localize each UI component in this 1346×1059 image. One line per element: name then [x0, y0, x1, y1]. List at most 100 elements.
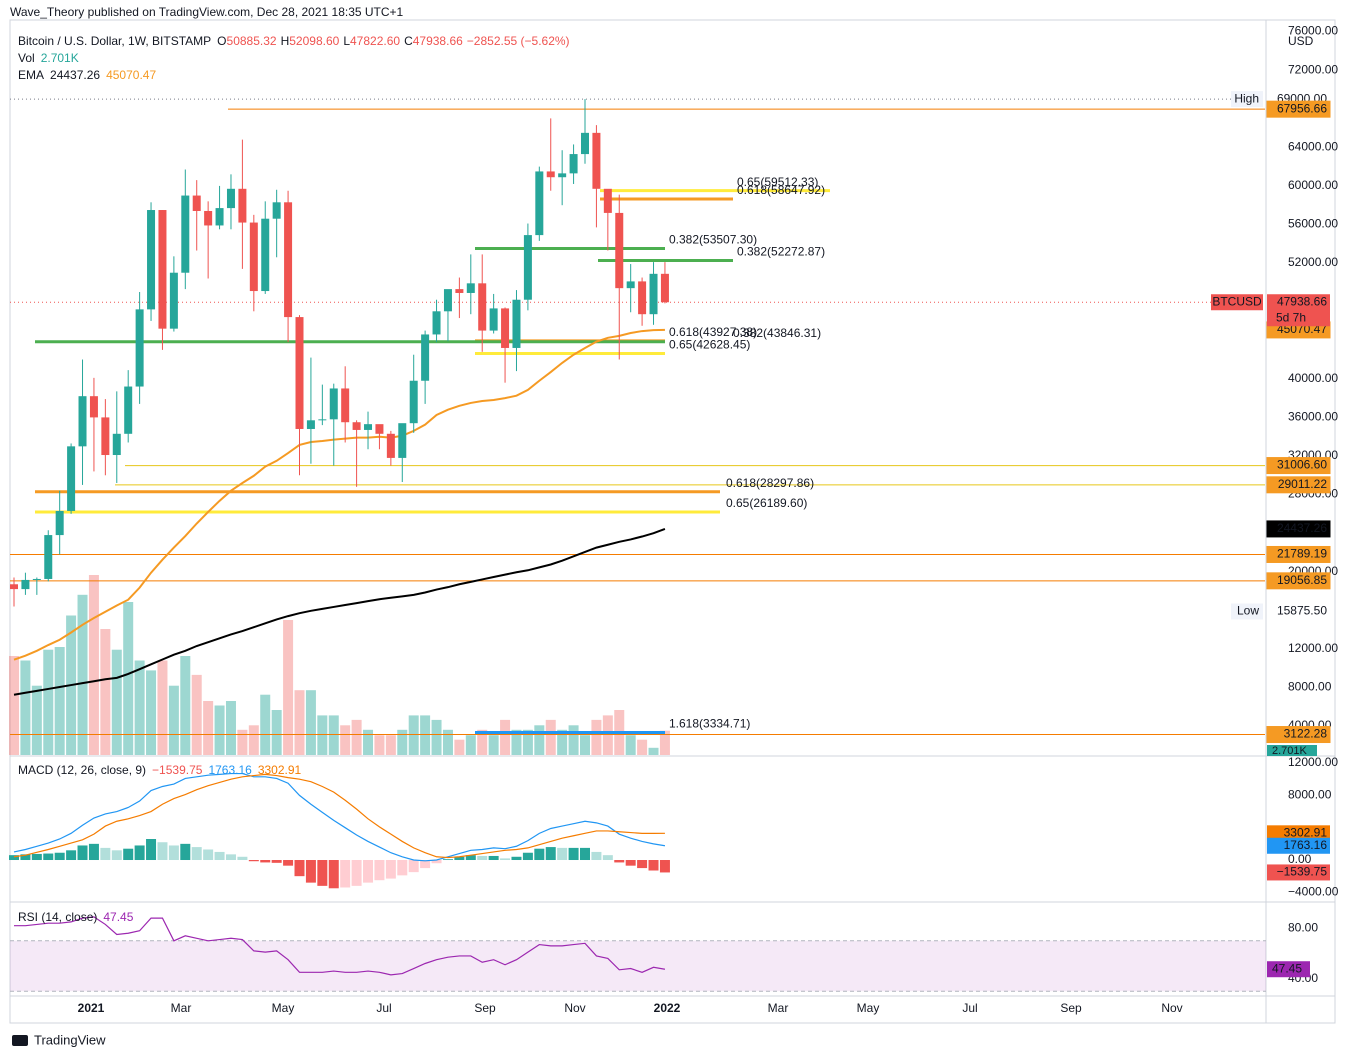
volume-bar — [420, 715, 431, 755]
candle-body — [386, 433, 395, 458]
y-tick-label: 72000.00 — [1288, 62, 1338, 76]
macd-hist-bar — [363, 860, 374, 883]
macd-hist-bar — [237, 856, 248, 861]
macd-tag: 3302.91 — [1284, 825, 1328, 839]
candle-body — [409, 380, 418, 424]
level-label: 0.65(59512.33) — [737, 175, 818, 189]
macd-hist-bar — [408, 860, 419, 873]
macd-tag-bg — [1267, 837, 1330, 854]
volume-bar — [214, 705, 225, 755]
legend-value: 45070.47 — [106, 68, 156, 82]
level-tag: 15875.50 — [1277, 604, 1327, 618]
macd-hist-bar — [477, 855, 488, 861]
macd-hist-bar — [420, 860, 431, 869]
volume-bar — [203, 701, 214, 755]
volume-bar — [385, 735, 396, 755]
level-tag-bg — [1266, 476, 1331, 494]
macd-hist-bar — [180, 843, 191, 861]
footer: TradingView — [34, 1032, 106, 1047]
ema-tag-bg — [1266, 520, 1331, 538]
y-tick-label: 12000.00 — [1288, 641, 1338, 655]
macd-hist-bar — [580, 847, 590, 861]
candle-body — [272, 202, 281, 219]
y-tick-label: 60000.00 — [1288, 178, 1338, 192]
level-label: 0.65(42628.45) — [669, 338, 750, 352]
volume-bar — [283, 620, 294, 755]
candle-body — [535, 171, 544, 236]
legend-value: 24437.26 — [50, 68, 100, 82]
x-tick-label: Sep — [1060, 1001, 1082, 1015]
volume-bar — [146, 670, 157, 755]
macd-hist-bar — [88, 843, 99, 861]
legend: Bitcoin / U.S. Dollar, 1W, BITSTAMP O5088… — [18, 34, 570, 48]
macd-hist-bar — [465, 855, 476, 861]
candle-body — [101, 417, 110, 456]
candle-body — [135, 309, 144, 387]
candle-body — [112, 433, 121, 456]
volume-bar — [534, 725, 545, 755]
macd-hist-bar — [442, 859, 453, 861]
x-tick-label: Jul — [376, 1001, 391, 1015]
level-tag-bg — [1266, 100, 1331, 118]
macd-hist-bar — [534, 848, 545, 861]
x-tick-label: Mar — [171, 1001, 192, 1015]
macd-hist-bar — [191, 847, 202, 861]
volume-bar — [225, 701, 236, 755]
candle-body — [432, 311, 441, 335]
legend-name: MACD (12, 26, close, 9) — [18, 763, 146, 777]
volume-bar — [43, 649, 54, 755]
y-tick-label: 36000.00 — [1288, 410, 1338, 424]
volume-bar — [237, 729, 248, 755]
level-tag-bg — [1266, 726, 1331, 744]
volume-bar — [545, 719, 556, 755]
candle-body — [44, 535, 53, 579]
legend-value: 47822.60 — [350, 34, 400, 48]
macd-tick-label: 8000.00 — [1288, 788, 1332, 802]
candle-body — [192, 195, 201, 211]
macd-hist-bar — [385, 860, 396, 879]
volume-bar — [511, 729, 522, 755]
macd-tag-bg — [1267, 825, 1330, 842]
volume-bar — [111, 649, 122, 755]
volume-bar — [580, 735, 590, 755]
macd-hist-bar — [20, 854, 31, 861]
volume-bar — [568, 725, 579, 755]
macd-tick-label: 12000.00 — [1288, 755, 1338, 769]
level-tag-bg — [1266, 572, 1331, 590]
candle-body — [67, 446, 76, 511]
volume-bar — [31, 685, 42, 755]
legend-key: C — [404, 34, 413, 48]
candle-body — [455, 289, 464, 293]
volume-bar — [522, 729, 533, 755]
candle-body — [341, 388, 350, 423]
candle-body — [523, 235, 532, 300]
frame — [9, 19, 1336, 1024]
macd-hist-bar — [374, 860, 385, 881]
legend-value: 50885.32 — [227, 34, 277, 48]
volume-bar — [488, 735, 499, 755]
y-tick-label: 8000.00 — [1288, 680, 1332, 694]
volume-bar — [54, 647, 65, 755]
volume-bar — [500, 719, 511, 755]
macd-tag: 1763.16 — [1284, 838, 1328, 852]
candle-body — [364, 424, 373, 430]
candle-body — [306, 420, 315, 429]
ema-line — [13, 328, 665, 661]
volume-bar — [191, 674, 202, 755]
x-tick-label: Mar — [768, 1001, 789, 1015]
macd-hist-bar — [31, 853, 42, 861]
level-tag: 29011.22 — [1278, 477, 1327, 491]
volume-bar — [397, 729, 408, 755]
legend-name: RSI (14, close) — [18, 910, 97, 924]
macd-hist-bar — [123, 848, 134, 861]
candle-body — [329, 388, 338, 420]
x-tick-label: Nov — [564, 1001, 585, 1015]
macd-tick-label: 0.00 — [1288, 852, 1312, 866]
volume-bar — [442, 729, 453, 755]
macd-hist-bar — [500, 858, 511, 861]
candle-body — [238, 188, 247, 223]
y-tick-label: 56000.00 — [1288, 217, 1338, 231]
volume-bar — [180, 656, 191, 755]
level-name: High — [1234, 91, 1259, 105]
